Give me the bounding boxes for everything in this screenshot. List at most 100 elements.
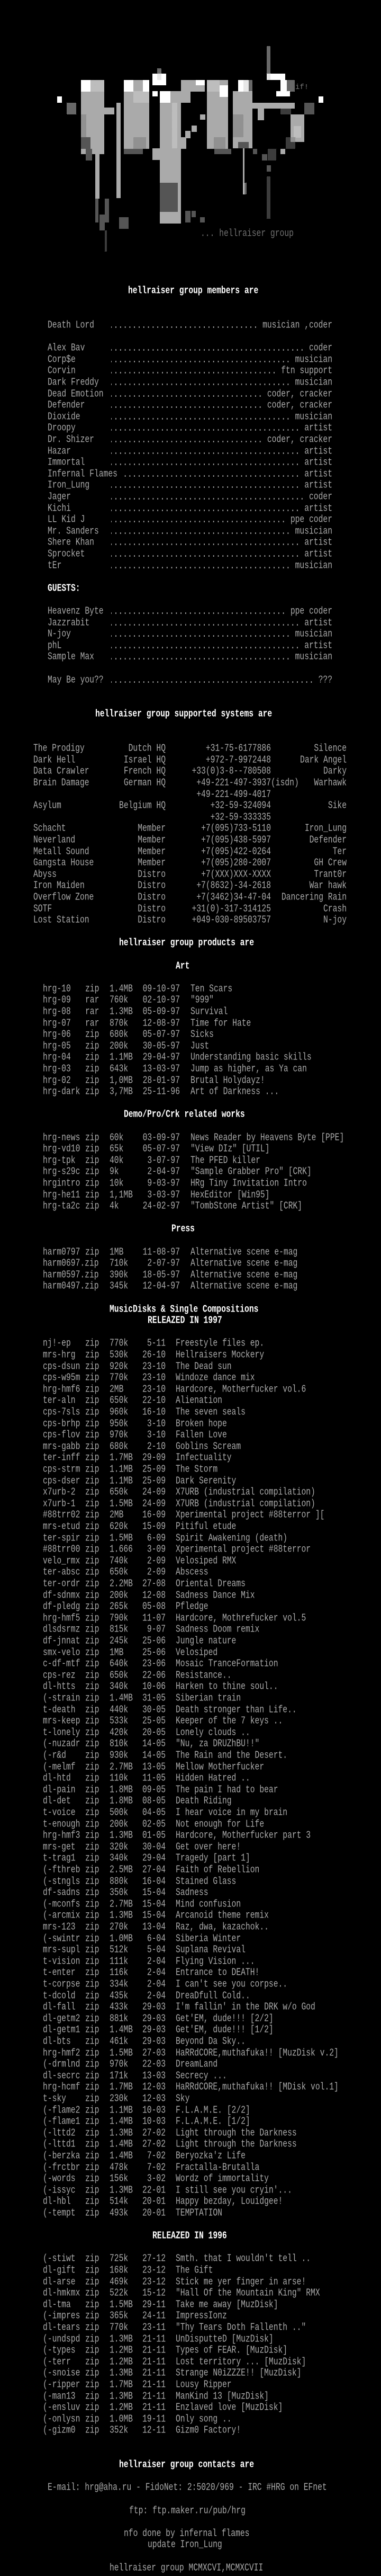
music-1997-row: t-trag1 zip 340k 29-04 Tragedy [part 1]	[0, 1853, 381, 1865]
member-name: Sprocket	[48, 549, 85, 560]
art-row: hrg-05 zip 200k 30-05-97 Just	[0, 1041, 381, 1053]
file-title: Sadness	[176, 1887, 208, 1899]
file-name: dl-tears	[43, 2322, 80, 2334]
music-1997-row: c-df-mtf zip 640k 23-06 Mosaic TranceFormati…	[0, 1659, 381, 1671]
music-1997-row: mrs-hrg zip 530k 26-10 Hellraisers Mockery	[0, 1350, 381, 1362]
file-date: 26-10	[142, 1350, 166, 1361]
file-title: X7URB (industrial compilation)	[176, 1487, 315, 1499]
file-date: 30-05	[142, 1704, 166, 1716]
member-name: tEr	[48, 560, 62, 572]
system-name: Schacht	[33, 823, 66, 835]
file-ext: zip	[85, 1967, 99, 1979]
file-date: 14-05	[142, 1750, 166, 1762]
file-title: Ten Scars	[190, 984, 233, 995]
file-title: Pitiful etude	[176, 1521, 237, 1533]
file-size: 2.7MB	[110, 1761, 133, 1773]
file-date: 20-05	[142, 1727, 166, 1739]
music-1996-row: (-undspd zip 1.3MB 21-11 UnDisputteD [MuzDis…	[0, 2334, 381, 2346]
file-ext: zip	[85, 1796, 99, 1807]
file-name: dl-arse	[43, 2276, 76, 2288]
file-title: "TombStone Artist" [CRK]	[190, 1201, 303, 1213]
file-title: Mellow Motherfucker	[176, 1761, 265, 1773]
file-name: hrg-hmf6	[43, 1384, 80, 1395]
member-role: coder	[309, 343, 332, 354]
file-date: 15-12	[142, 2288, 166, 2299]
file-date: 05-09-97	[142, 1006, 180, 1018]
file-date: 13-05	[142, 1761, 166, 1773]
file-name: (-ensluv	[43, 2402, 80, 2414]
member-role: artist	[304, 640, 332, 652]
music-1997-row: hrg-hmf6 zip 2MB 23-10 Hardcore, Motherfucke…	[0, 1384, 381, 1396]
music-1997-row: ter-spir zip 1.5MB 6-09 Spirit Awakening (de…	[0, 1532, 381, 1545]
file-ext: zip	[85, 1785, 99, 1796]
member-role: artist	[304, 480, 332, 492]
member-item: Mr. Sanders musician	[48, 526, 332, 538]
file-size: 270k	[110, 1922, 129, 1933]
file-name: hrg-03	[43, 1064, 71, 1075]
music-1997-row: t-enter zip 116k 2-04 Entrance to DEATH!	[0, 1968, 381, 1980]
file-ext: zip	[85, 2357, 99, 2368]
file-ext: zip	[85, 1350, 99, 1361]
file-date: 9-07	[147, 1624, 166, 1636]
file-ext: zip	[85, 2402, 99, 2414]
system-phone: +7(XXX)XXX-XXXX	[201, 869, 271, 880]
system-phone: +7(095)280-2007	[201, 858, 271, 869]
member-name: Corvin	[48, 366, 76, 377]
file-name: t-vision	[43, 1956, 80, 1967]
file-ext: zip	[85, 1132, 99, 1144]
music-1996-row: (-types zip 1.2MB 21-11 Types of FEAR. [MuzD…	[0, 2346, 381, 2357]
file-ext: zip	[85, 1144, 99, 1155]
file-name: hrgintro	[43, 1178, 80, 1190]
file-name: x7urb-1	[43, 1499, 76, 1510]
file-name: #88trr02	[43, 1510, 80, 1521]
file-size: 880k	[110, 1876, 129, 1887]
file-date: 27-04	[142, 1865, 166, 1876]
file-size: 171k	[110, 2071, 129, 2082]
file-size: 461k	[110, 2036, 129, 2048]
file-title: Brutal Holydayz!	[190, 1075, 265, 1086]
system-row: +32-59-333335	[0, 812, 381, 824]
file-date: 31-05	[142, 1693, 166, 1705]
member-role: artist	[304, 537, 332, 549]
file-date: 2-04	[147, 1979, 166, 1991]
file-date: 23-10	[142, 1361, 166, 1372]
file-title: X7URB (industrial compilation)	[176, 1499, 315, 1510]
file-title: Light through the Darkness	[176, 2128, 297, 2139]
file-ext: rar	[85, 1018, 99, 1029]
file-ext: zip	[85, 2162, 99, 2173]
member-item: Alex Bav coder	[48, 343, 332, 355]
system-name: Abyss	[33, 869, 57, 880]
guest-item: Sample Max musician	[48, 652, 332, 664]
file-title: Spirit Awakening (death)	[176, 1532, 288, 1544]
file-ext: zip	[85, 1201, 99, 1213]
system-phone: +7(095)438-5997	[201, 835, 271, 846]
system-phone: +49-221-497-3937	[196, 778, 271, 789]
file-date: 29-03	[142, 2025, 166, 2036]
file-date: 24-11	[142, 2311, 166, 2322]
file-date: 01-05	[142, 1830, 166, 1842]
file-name: mrs-123	[43, 1922, 76, 1933]
file-name: (-gizm0	[43, 2425, 76, 2437]
demo-heading: Demo/Pro/Crk related works	[124, 1109, 245, 1121]
file-name: hrg-04	[43, 1052, 71, 1064]
file-name: hrg-hmf2	[43, 2047, 80, 2059]
member-role: musician	[295, 652, 332, 663]
file-name: dl-det	[43, 1796, 71, 1807]
file-title: Hardcore, Motherfucker vol.6	[176, 1384, 306, 1395]
art-row: hrg-02 zip 1,0MB 28-01-97 Brutal Holydayz!	[0, 1075, 381, 1088]
system-phone: +32-59-333335	[210, 812, 271, 823]
file-ext: zip	[85, 1681, 99, 1693]
file-title: Siberian train	[176, 1693, 241, 1705]
file-ext: zip	[85, 2311, 99, 2322]
file-size: 334k	[110, 1979, 129, 1991]
file-name: harm0597.zip	[43, 1270, 99, 1281]
file-name: ter-ordr	[43, 1579, 80, 1590]
member-item: Iron_Lung artist	[48, 480, 332, 492]
file-size: 533k	[110, 1716, 129, 1727]
member-name: Death Lord	[48, 320, 94, 332]
file-title: TEMPTATION	[176, 2208, 222, 2220]
dot-leader	[111, 650, 291, 665]
system-type: French HQ	[123, 766, 166, 778]
music-1997-row: (-melmf zip 2.7MB 13-05 Mellow Motherfucker	[0, 1762, 381, 1774]
music-1997-row: (-lttd1 zip 1.4MB 27-02 Light through the Da…	[0, 2140, 381, 2151]
